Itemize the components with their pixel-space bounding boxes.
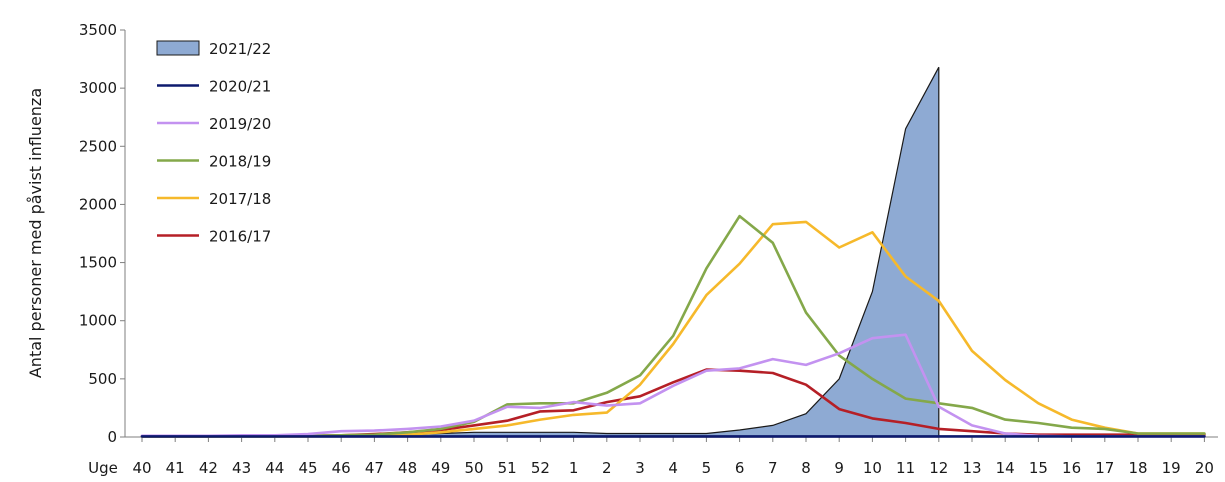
series-line-2019-20 <box>140 333 1206 438</box>
x-tick-label: 19 <box>1162 459 1181 477</box>
x-tick-label: 12 <box>929 459 948 477</box>
series-line-2016-17 <box>140 368 1206 438</box>
x-tick-label: 48 <box>398 459 417 477</box>
x-tick-label: 5 <box>702 459 712 477</box>
y-tick-label: 3000 <box>79 79 117 97</box>
legend-swatch-2021-22 <box>156 40 200 56</box>
y-tick-label: 500 <box>88 370 117 388</box>
x-tick-label: 45 <box>298 459 317 477</box>
y-tick-label: 2500 <box>79 137 117 155</box>
x-tick-label: 43 <box>232 459 251 477</box>
series-line-2018-19 <box>140 214 1206 438</box>
y-tick-label: 0 <box>107 428 117 446</box>
y-tick-label: 1500 <box>79 254 117 272</box>
x-tick-label: 11 <box>896 459 915 477</box>
y-tick-label: 2000 <box>79 195 117 213</box>
x-tick-label: 1 <box>569 459 579 477</box>
x-tick-label: 15 <box>1029 459 1048 477</box>
x-tick-label: 6 <box>735 459 745 477</box>
legend: 2021/22 2020/21 2019/20 2018/19 2017/18 2016/… <box>156 40 271 246</box>
y-tick-label: 3500 <box>79 21 117 39</box>
x-tick-label: 7 <box>768 459 778 477</box>
legend-label-2020-21: 2020/21 <box>209 78 271 96</box>
x-tick-label: 47 <box>365 459 384 477</box>
legend-label-2021-22: 2021/22 <box>209 40 271 58</box>
x-tick-label: 8 <box>801 459 811 477</box>
x-tick-label: 44 <box>265 459 284 477</box>
x-tick-label: 40 <box>132 459 151 477</box>
x-tick-label: 50 <box>464 459 483 477</box>
x-tick-label: 10 <box>863 459 882 477</box>
x-tick-label: 46 <box>332 459 351 477</box>
series-line-2017-18 <box>140 220 1206 438</box>
x-tick-label: 9 <box>834 459 844 477</box>
x-tick-label: 14 <box>996 459 1015 477</box>
y-axis-label: Antal personer med påvist influenza <box>26 88 45 378</box>
x-tick-label: 3 <box>635 459 645 477</box>
x-tick-label: 49 <box>431 459 450 477</box>
x-tick-label: 2 <box>602 459 612 477</box>
legend-label-2017-18: 2017/18 <box>209 190 271 208</box>
x-tick-label: 51 <box>498 459 517 477</box>
x-tick-label: 52 <box>531 459 550 477</box>
x-tick-label: 18 <box>1128 459 1147 477</box>
legend-label-2019-20: 2019/20 <box>209 115 271 133</box>
x-tick-label: 42 <box>199 459 218 477</box>
x-tick-label: 4 <box>668 459 678 477</box>
legend-label-2018-19: 2018/19 <box>209 153 271 171</box>
legend-label-2016-17: 2016/17 <box>209 228 271 246</box>
x-tick-label: 16 <box>1062 459 1081 477</box>
y-tick-label: 1000 <box>79 312 117 330</box>
x-tick-label: 17 <box>1095 459 1114 477</box>
x-tick-label: 41 <box>166 459 185 477</box>
x-tick-label: 20 <box>1195 459 1214 477</box>
x-axis-label: Uge <box>88 459 118 477</box>
x-tick-label: 13 <box>962 459 981 477</box>
